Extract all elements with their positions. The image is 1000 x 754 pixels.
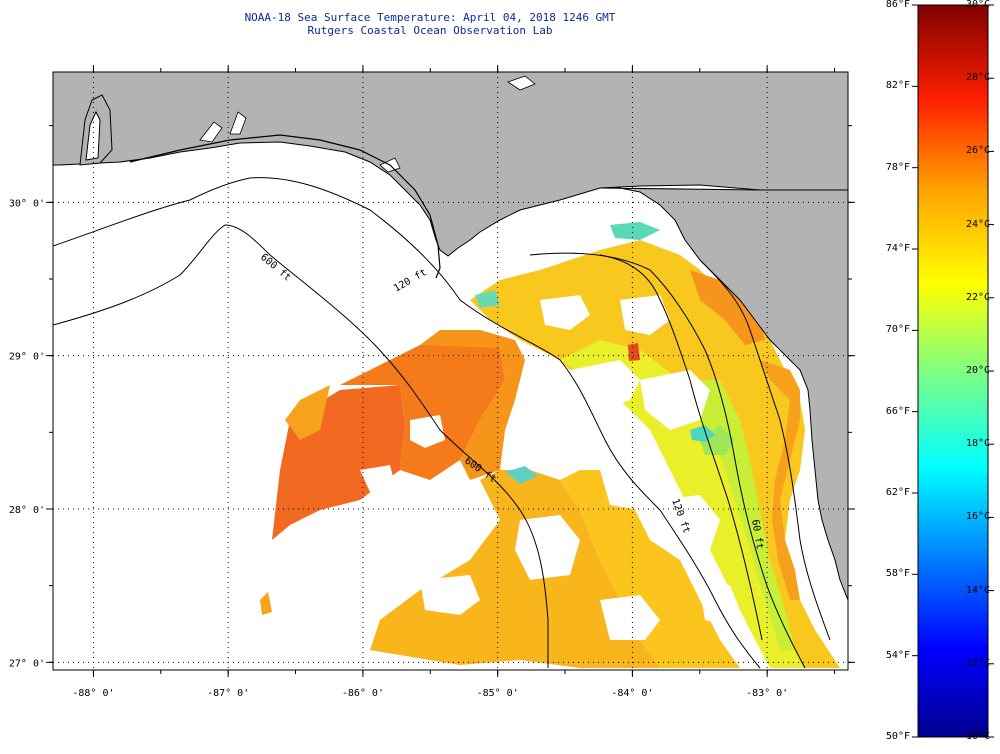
isobath-600ft-west: [53, 224, 549, 668]
lat-tick-label: 29° 0': [9, 352, 45, 363]
colorbar-celsius-label: 28°C: [966, 72, 991, 84]
colorbar-ticks: [912, 4, 994, 738]
sst-data: [260, 222, 840, 668]
lon-tick-label: -86° 0': [342, 688, 384, 699]
isobaths: [53, 177, 831, 669]
colorbar-fahrenheit-label: 58°F: [885, 568, 910, 580]
colorbar-celsius-label: 20°C: [966, 365, 991, 376]
lon-tick-label: -84° 0': [611, 688, 653, 699]
lon-tick-label: -88° 0': [72, 688, 114, 699]
colorbar-fahrenheit-label: 54°F: [885, 649, 910, 661]
map-title: NOAA-18 Sea Surface Temperature: April 0…: [244, 11, 616, 24]
map-body: 600 ft 120 ft 600 ft 120 ft 60 ft: [53, 72, 848, 670]
colorbar-fahrenheit-label: 70°F: [885, 324, 910, 336]
colorbar-celsius-label: 10°C: [966, 731, 991, 742]
colorbar-celsius-label: 14°C: [966, 584, 991, 596]
colorbar-celsius-label: 26°C: [966, 145, 991, 157]
map-subtitle: Rutgers Coastal Ocean Observation Lab: [307, 24, 553, 37]
colorbar-fahrenheit-label: 82°F: [885, 80, 910, 92]
colorbar-celsius-label: 12°C: [966, 657, 991, 669]
lat-tick-label: 27° 0': [9, 658, 45, 669]
isobath-coastal: [699, 259, 831, 641]
colorbar-fahrenheit-label: 50°F: [885, 731, 910, 742]
colorbar: [917, 4, 989, 738]
axis-ticks: [46, 65, 855, 677]
latitude-labels: 30° 0' 29° 0' 28° 0' 27° 0': [9, 198, 45, 669]
lon-tick-label: -87° 0': [207, 688, 249, 699]
colorbar-fahrenheit-label: 62°F: [885, 487, 910, 498]
colorbar-celsius-label: 16°C: [966, 511, 991, 523]
land-mass: [53, 72, 848, 601]
longitude-labels: -88° 0' -87° 0' -86° 0' -85° 0' -84° 0' -83° …: [72, 688, 788, 699]
isobath-120ft: [53, 177, 761, 669]
isobath-600ft-east: [599, 254, 763, 641]
lon-tick-label: -83° 0': [746, 688, 788, 699]
colorbar-fahrenheit-label: 74°F: [885, 243, 910, 254]
colorbar-celsius-label: 18°C: [966, 438, 991, 450]
map-frame: [52, 71, 849, 671]
colorbar-celsius-label: 22°C: [966, 291, 991, 303]
colorbar-celsius-label: 24°C: [966, 218, 991, 230]
lat-tick-label: 30° 0': [9, 198, 45, 209]
isobath-label-60ft: 60 ft: [749, 519, 765, 551]
colorbar-fahrenheit-label: 78°F: [885, 161, 910, 173]
lat-tick-label: 28° 0': [9, 505, 45, 516]
colorbar-fahrenheit-label: 66°F: [885, 405, 910, 417]
lon-tick-label: -85° 0': [477, 688, 519, 699]
colorbar-fahrenheit-label: 86°F: [885, 0, 910, 10]
colorbar-celsius-label: 30°C: [966, 0, 991, 10]
